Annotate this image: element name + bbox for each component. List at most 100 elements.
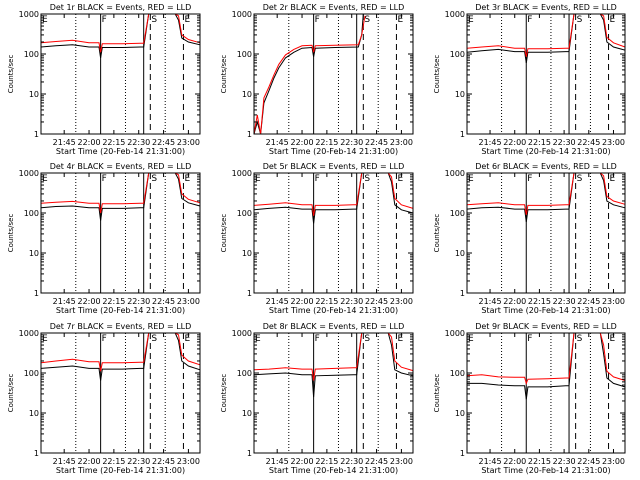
x-tick-label: 23:00 xyxy=(390,457,413,466)
x-tick-label: 23:00 xyxy=(177,138,200,147)
y-tick-label: 10 xyxy=(29,249,39,258)
y-tick-label: 100 xyxy=(24,50,39,59)
events-series-line xyxy=(40,172,201,221)
y-tick-label: 10 xyxy=(29,90,39,99)
marker-label: S xyxy=(577,174,583,184)
plot-frame xyxy=(466,172,626,294)
y-tick-label: 1000 xyxy=(232,329,252,338)
panel-title: Det 3r BLACK = Events, RED = LLD xyxy=(475,3,617,12)
marker-label: E xyxy=(42,174,48,184)
x-tick-label: 22:00 xyxy=(503,457,526,466)
marker-label: E xyxy=(610,174,616,184)
y-tick-label: 1 xyxy=(247,289,252,298)
y-axis-label: Counts/sec xyxy=(220,214,228,253)
lld-series-line xyxy=(466,332,626,385)
y-tick-label: 1000 xyxy=(232,10,252,19)
plot-frame xyxy=(253,332,414,454)
marker-label: F xyxy=(315,174,320,184)
y-tick-label: 10 xyxy=(455,409,465,418)
panel-title: Det 5r BLACK = Events, RED = LLD xyxy=(263,162,405,171)
y-tick-label: 10 xyxy=(242,249,252,258)
panel-title: Det 4r BLACK = Events, RED = LLD xyxy=(50,162,192,171)
y-tick-label: 1 xyxy=(34,130,39,139)
x-tick-label: 22:00 xyxy=(78,457,101,466)
marker-label: E xyxy=(468,15,474,25)
marker-label: F xyxy=(527,174,532,184)
events-series-line xyxy=(253,332,414,398)
x-tick-label: 23:00 xyxy=(177,457,200,466)
marker-label: S xyxy=(577,334,583,344)
x-tick-label: 22:15 xyxy=(315,138,338,147)
y-axis-label: Counts/sec xyxy=(7,374,15,413)
marker-label: E xyxy=(255,174,261,184)
x-tick-label: 23:00 xyxy=(602,297,625,306)
plot-frame xyxy=(253,13,414,135)
marker-label: S xyxy=(151,334,157,344)
x-tick-label: 22:15 xyxy=(528,297,551,306)
y-tick-label: 1000 xyxy=(232,169,252,178)
y-axis-label: Counts/sec xyxy=(7,214,15,253)
panel-title: Det 7r BLACK = Events, RED = LLD xyxy=(50,322,192,331)
x-tick-label: 21:45 xyxy=(266,138,289,147)
marker-label: E xyxy=(42,15,48,25)
x-tick-label: 23:00 xyxy=(602,457,625,466)
marker-label: S xyxy=(364,174,370,184)
marker-label: S xyxy=(151,15,157,25)
x-axis-label: Start Time (20-Feb-14 21:31:00) xyxy=(269,147,398,156)
marker-label: E xyxy=(610,15,616,25)
x-axis-label: Start Time (20-Feb-14 21:31:00) xyxy=(269,466,398,475)
events-series-line xyxy=(466,13,626,63)
marker-label: E xyxy=(468,174,474,184)
panel-title: Det 8r BLACK = Events, RED = LLD xyxy=(263,322,405,331)
x-tick-label: 22:00 xyxy=(291,297,314,306)
y-axis-label: Counts/sec xyxy=(433,55,441,94)
y-tick-label: 1 xyxy=(34,449,39,458)
x-axis-label: Start Time (20-Feb-14 21:31:00) xyxy=(481,306,610,315)
y-tick-label: 100 xyxy=(24,369,39,378)
x-tick-label: 21:45 xyxy=(266,457,289,466)
x-tick-label: 22:45 xyxy=(365,297,388,306)
y-tick-label: 10 xyxy=(242,90,252,99)
y-tick-label: 100 xyxy=(237,209,252,218)
y-tick-label: 10 xyxy=(29,409,39,418)
plot-frame xyxy=(466,332,626,454)
x-tick-label: 22:00 xyxy=(78,138,101,147)
x-tick-label: 22:00 xyxy=(291,457,314,466)
y-axis-label: Counts/sec xyxy=(220,374,228,413)
lld-series-line xyxy=(253,332,414,381)
marker-label: E xyxy=(610,334,616,344)
y-tick-label: 1 xyxy=(34,289,39,298)
x-tick-label: 22:45 xyxy=(152,297,175,306)
plot-frame xyxy=(253,172,414,294)
x-tick-label: 21:45 xyxy=(266,297,289,306)
lld-series-line xyxy=(40,172,201,214)
marker-label: F xyxy=(102,174,107,184)
x-tick-label: 22:15 xyxy=(528,138,551,147)
panel-title: Det 2r BLACK = Events, RED = LLD xyxy=(263,3,405,12)
x-tick-label: 22:15 xyxy=(102,138,125,147)
x-tick-label: 21:45 xyxy=(479,457,502,466)
x-tick-label: 22:45 xyxy=(577,457,600,466)
y-tick-label: 1000 xyxy=(445,169,465,178)
lld-series-line xyxy=(466,172,626,215)
marker-label: E xyxy=(184,334,190,344)
marker-label: E xyxy=(42,334,48,344)
x-tick-label: 22:15 xyxy=(315,457,338,466)
plot-frame xyxy=(466,13,626,135)
x-tick-label: 22:30 xyxy=(553,138,576,147)
x-tick-label: 22:15 xyxy=(102,297,125,306)
x-tick-label: 23:00 xyxy=(390,297,413,306)
lld-series-line xyxy=(253,15,366,135)
x-tick-label: 22:45 xyxy=(577,297,600,306)
marker-label: S xyxy=(364,15,370,25)
y-tick-label: 10 xyxy=(242,409,252,418)
marker-label: S xyxy=(151,174,157,184)
y-axis-label: Counts/sec xyxy=(220,55,228,94)
y-tick-label: 1000 xyxy=(445,329,465,338)
events-series-line xyxy=(40,13,201,58)
